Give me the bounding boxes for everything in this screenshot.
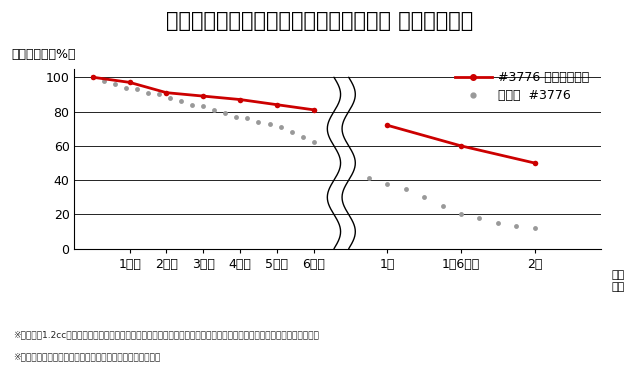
Legend: #3776 センチュリー, 従来型  #3776: #3776 センチュリー, 従来型 #3776	[450, 66, 595, 107]
Text: ※満タン（1.2cc）のインクカートリッジを差し筆記出来るのを確認後、室温（冷暗所）で横向き（寝かせて）放置する。: ※満タン（1.2cc）のインクカートリッジを差し筆記出来るのを確認後、室温（冷暗…	[13, 330, 319, 339]
Text: インク残量（%）: インク残量（%）	[12, 48, 76, 61]
Text: 放置
時間: 放置 時間	[612, 270, 625, 292]
Text: キャップをした状態で本製品の経時試験 インク量結果: キャップをした状態で本製品の経時試験 インク量結果	[166, 11, 473, 31]
Text: ※キャップが完全に止まるまで閉じた状態での条件にする。: ※キャップが完全に止まるまで閉じた状態での条件にする。	[13, 352, 160, 361]
